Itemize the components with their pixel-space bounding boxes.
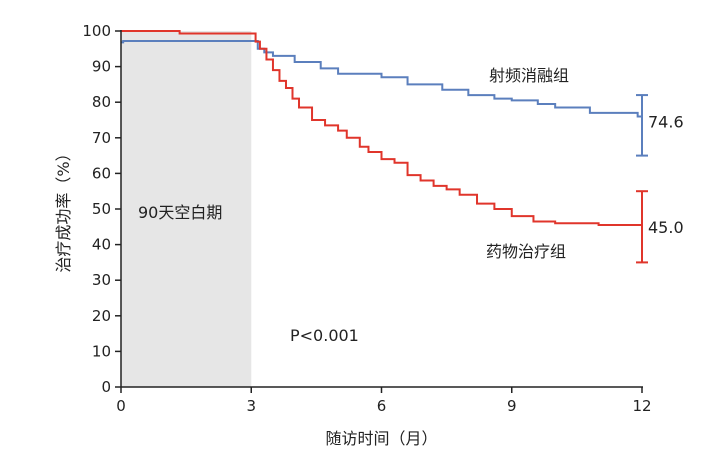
y-tick-label-1: 10 (92, 342, 111, 360)
series-layer (121, 30, 648, 264)
series-line-2 (121, 30, 643, 227)
series-name-label-1: 射频消融组 (489, 66, 569, 85)
x-tick-label-2: 6 (377, 397, 387, 415)
y-tick-label-9: 90 (92, 58, 111, 76)
labels-layer: 90天空白期 P<0.001 随访时间（月） 治疗成功率（%） 74.6 射频消融… (54, 66, 684, 448)
final-value-label-1: 74.6 (648, 112, 684, 131)
y-tick-label-4: 40 (92, 236, 111, 254)
blanking-period-region (121, 31, 252, 387)
y-tick-label-0: 0 (101, 378, 111, 396)
series-name-label-2: 药物治疗组 (486, 242, 566, 261)
blanking-period-label: 90天空白期 (138, 203, 222, 222)
plot-area (121, 31, 252, 387)
y-tick-label-8: 80 (92, 93, 111, 111)
final-value-label-2: 45.0 (648, 218, 684, 237)
axes-layer: 0 10 20 30 40 50 60 70 80 90 100 0 3 6 9 12 (82, 22, 651, 415)
x-tick-label-1: 3 (246, 397, 256, 415)
x-tick-label-0: 0 (116, 397, 126, 415)
y-tick-label-6: 60 (92, 164, 111, 182)
y-axis-title: 治疗成功率（%） (54, 145, 73, 272)
x-tick-label-3: 9 (507, 397, 517, 415)
x-axis-title: 随访时间（月） (325, 429, 437, 448)
y-tick-label-2: 20 (92, 307, 111, 325)
p-value-annotation: P<0.001 (290, 326, 359, 345)
y-tick-label-10: 100 (82, 22, 111, 40)
y-tick-label-3: 30 (92, 271, 111, 289)
x-tick-label-4: 12 (632, 397, 651, 415)
y-tick-label-7: 70 (92, 129, 111, 147)
y-tick-label-5: 50 (92, 200, 111, 218)
